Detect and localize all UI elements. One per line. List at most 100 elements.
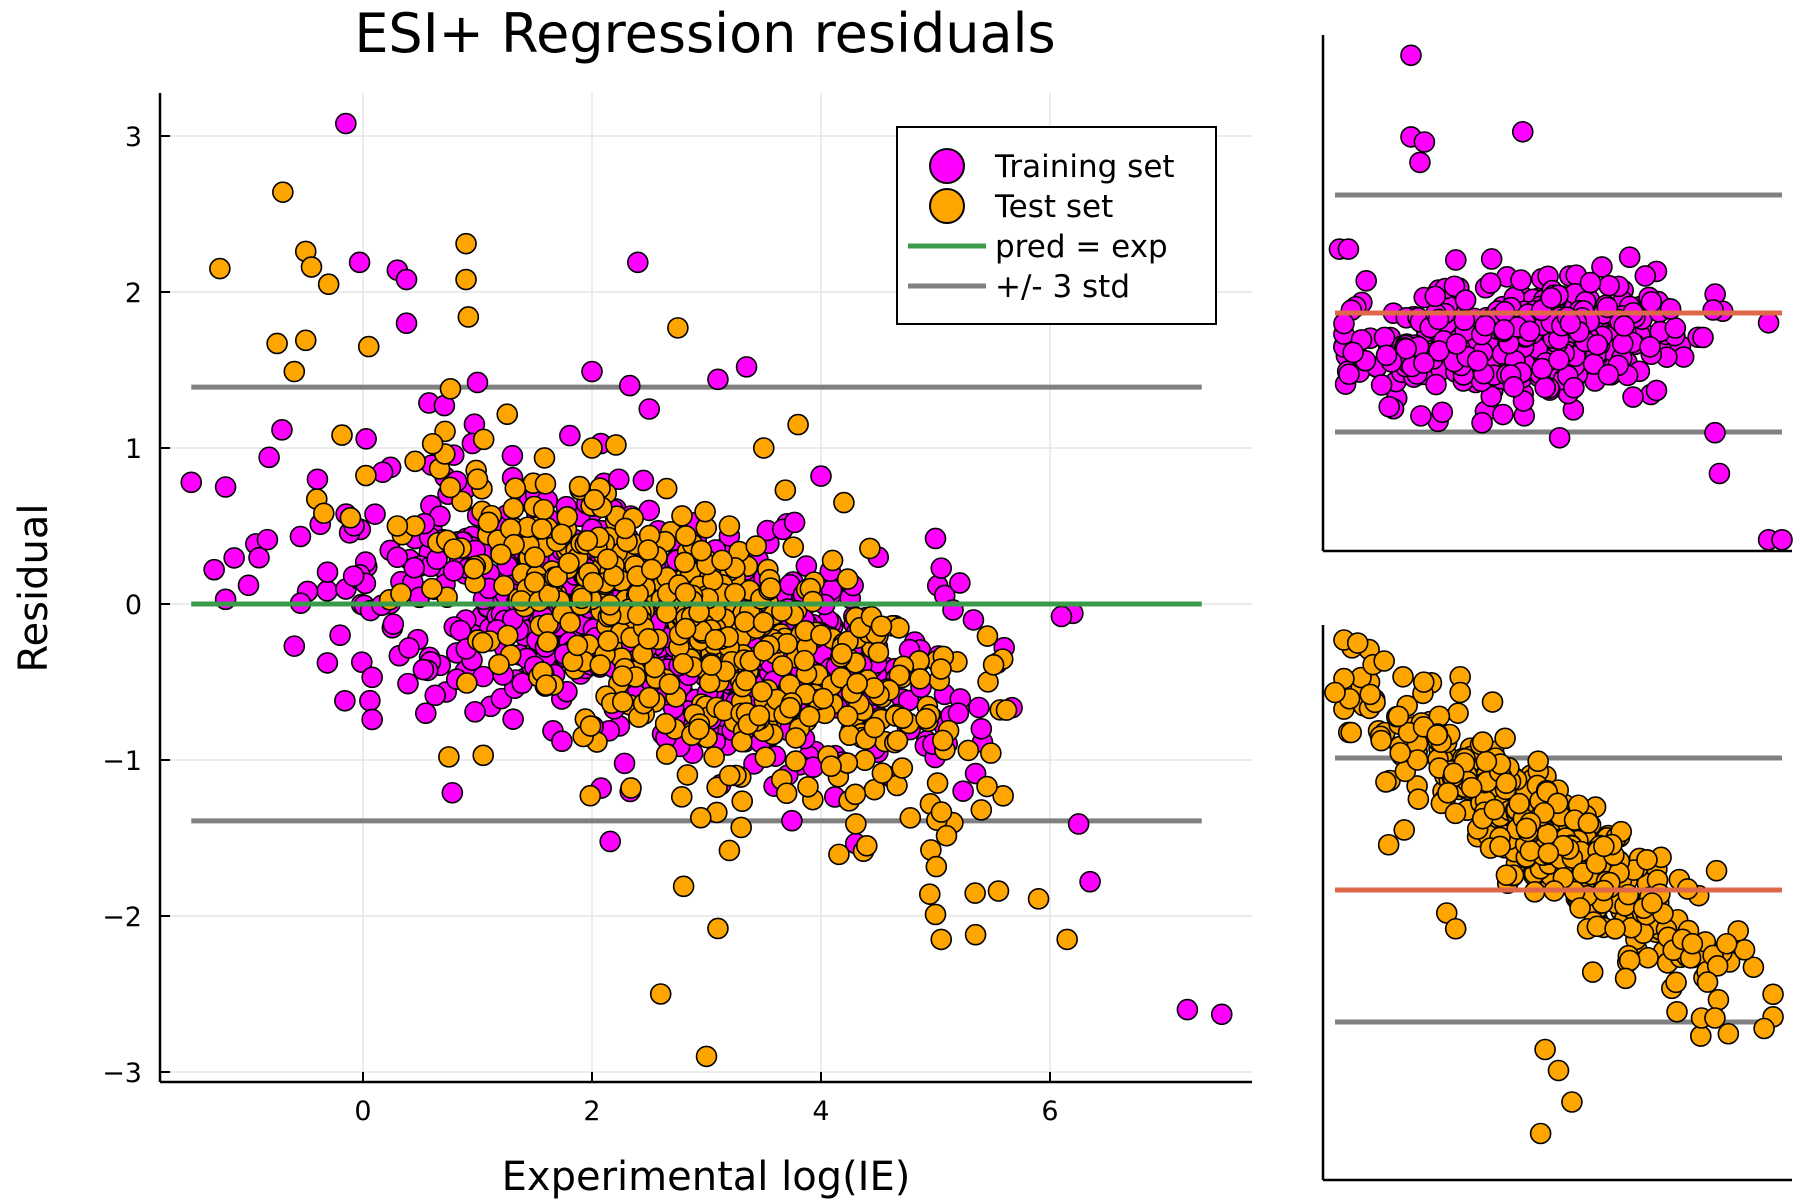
training-point <box>613 752 636 775</box>
training-point <box>283 635 306 657</box>
training-point <box>1067 813 1090 835</box>
test-point <box>472 744 495 767</box>
test-point <box>711 549 733 572</box>
test-point <box>925 855 948 878</box>
inset-test-point <box>1577 812 1600 834</box>
legend-marker-training <box>929 148 965 184</box>
test-point <box>404 450 426 473</box>
inset-test-point <box>1762 983 1784 1006</box>
inset-training-point <box>1342 341 1364 364</box>
inset-test-point <box>1547 1059 1570 1082</box>
test-point <box>828 843 850 866</box>
inset-training-point <box>1492 403 1514 426</box>
inset-training-point <box>1431 401 1454 424</box>
inset-test-point <box>1377 833 1400 856</box>
test-point <box>576 529 599 552</box>
test-point <box>888 664 911 687</box>
inset-training-point <box>1611 332 1634 355</box>
test-point <box>675 525 697 547</box>
inset-training-point <box>1511 121 1534 143</box>
inset-training-point <box>1591 256 1613 278</box>
inset-test-point <box>1604 918 1626 940</box>
inset-training-point <box>1333 312 1355 335</box>
inset-training-point <box>1410 405 1432 427</box>
inset-training-point <box>1702 299 1724 321</box>
x-tick-label: 2 <box>583 1096 600 1127</box>
training-point <box>1210 1003 1233 1026</box>
test-point <box>504 477 527 500</box>
training-point <box>289 525 312 548</box>
training-point <box>962 609 985 631</box>
inset-training-point <box>1355 269 1378 292</box>
training-point <box>237 574 260 597</box>
training-point <box>1079 870 1101 893</box>
inset-test-point <box>1569 897 1591 919</box>
inset-training-point <box>1425 373 1447 396</box>
inset-test-point <box>1586 915 1609 938</box>
test-point <box>676 764 699 786</box>
test-point <box>510 590 533 612</box>
inset-training-point <box>1563 376 1585 399</box>
test-point <box>836 568 859 590</box>
inset-test-point <box>1508 792 1530 815</box>
inset-test-point <box>1705 859 1728 882</box>
training-point <box>781 809 803 832</box>
training-point <box>783 511 806 534</box>
test-point <box>759 577 782 599</box>
inset-training-point <box>1443 275 1466 298</box>
inset-test-point <box>1593 835 1615 858</box>
legend-label-std: +/- 3 std <box>995 269 1130 305</box>
inset-test-point <box>1471 731 1494 753</box>
inset-training-point <box>1409 151 1431 174</box>
test-point <box>957 739 980 762</box>
test-point <box>845 813 867 835</box>
test-point <box>667 317 689 339</box>
test-point <box>582 571 604 594</box>
inset-test-panel <box>1321 625 1792 1182</box>
test-point <box>443 538 465 560</box>
test-point <box>671 505 693 527</box>
test-point <box>438 746 460 768</box>
training-point <box>397 672 419 695</box>
inset-training-point <box>1540 287 1563 309</box>
test-point <box>421 577 443 600</box>
test-point <box>611 665 634 687</box>
test-point <box>779 696 801 719</box>
inset-test-point <box>1444 917 1467 940</box>
legend-item-training: Training set <box>929 148 1175 185</box>
inset-test-point <box>1704 1007 1726 1029</box>
training-point <box>361 708 383 731</box>
inset-training-point <box>1640 291 1663 313</box>
training-point <box>316 652 339 674</box>
inset-training-point <box>1378 395 1400 418</box>
test-point <box>771 655 794 677</box>
test-point <box>871 762 894 784</box>
y-tick-label: 3 <box>125 122 142 153</box>
test-point <box>859 537 881 560</box>
test-point <box>776 632 799 655</box>
test-point <box>718 839 741 862</box>
test-point <box>455 232 477 255</box>
legend-label-training: Training set <box>994 149 1175 185</box>
training-point <box>329 624 351 647</box>
test-point <box>496 624 519 647</box>
test-point <box>272 181 294 203</box>
training-point <box>970 717 993 740</box>
inset-training-point <box>1493 319 1515 341</box>
inset-test-point <box>1707 988 1730 1011</box>
inset-training-point <box>1618 246 1641 268</box>
test-point <box>637 539 660 561</box>
test-point <box>775 782 798 805</box>
inset-test-point <box>1618 949 1641 972</box>
test-point <box>844 783 867 806</box>
test-point <box>752 611 775 634</box>
test-point <box>751 680 773 703</box>
test-point <box>466 468 489 491</box>
inset-test-point <box>1495 772 1518 795</box>
training-point <box>949 572 971 594</box>
test-point <box>992 785 1014 807</box>
test-point <box>674 617 697 640</box>
test-point <box>579 784 602 807</box>
test-point <box>533 447 556 469</box>
test-point <box>918 883 941 905</box>
